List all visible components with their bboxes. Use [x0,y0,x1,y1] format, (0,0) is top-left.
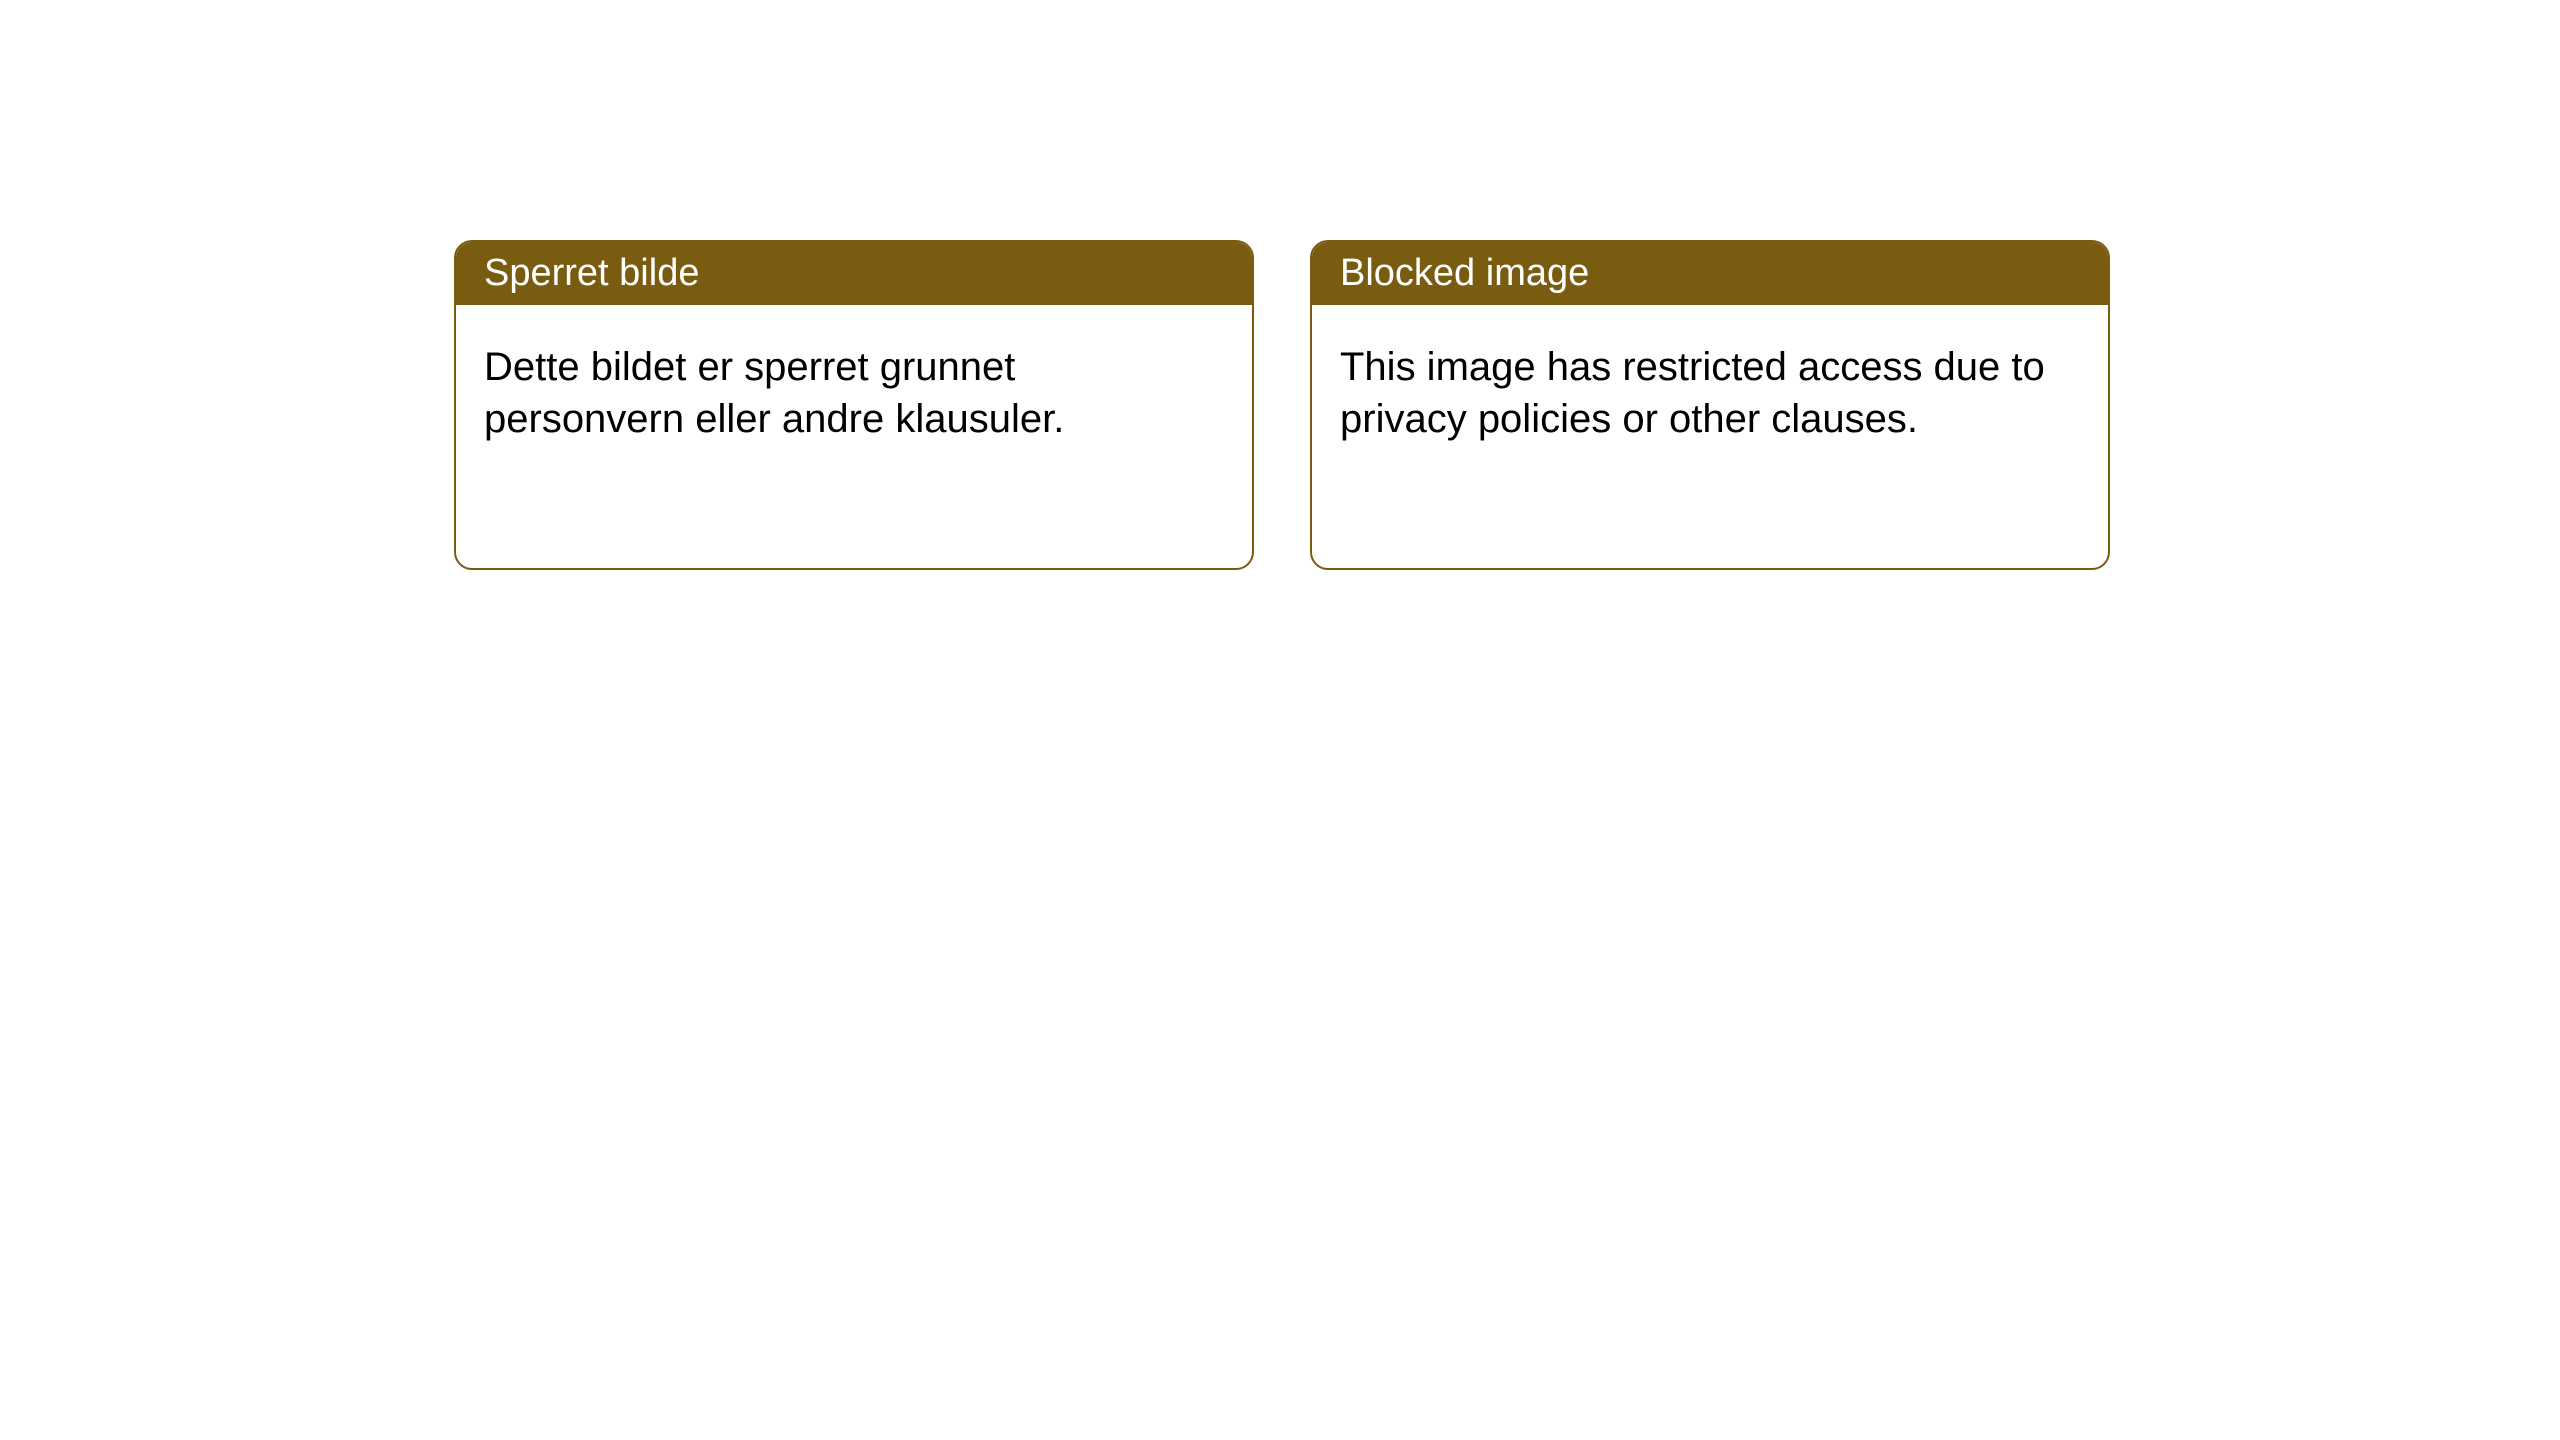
notice-container: Sperret bilde Dette bildet er sperret gr… [454,240,2110,570]
notice-card-norwegian: Sperret bilde Dette bildet er sperret gr… [454,240,1254,570]
notice-card-english: Blocked image This image has restricted … [1310,240,2110,570]
card-title: Blocked image [1340,252,1589,294]
card-header: Blocked image [1312,242,2108,305]
card-header: Sperret bilde [456,242,1252,305]
card-body-text: Dette bildet er sperret grunnet personve… [484,345,1064,441]
card-body-text: This image has restricted access due to … [1340,345,2045,441]
card-title: Sperret bilde [484,252,699,294]
card-body: This image has restricted access due to … [1312,305,2108,481]
card-body: Dette bildet er sperret grunnet personve… [456,305,1252,481]
